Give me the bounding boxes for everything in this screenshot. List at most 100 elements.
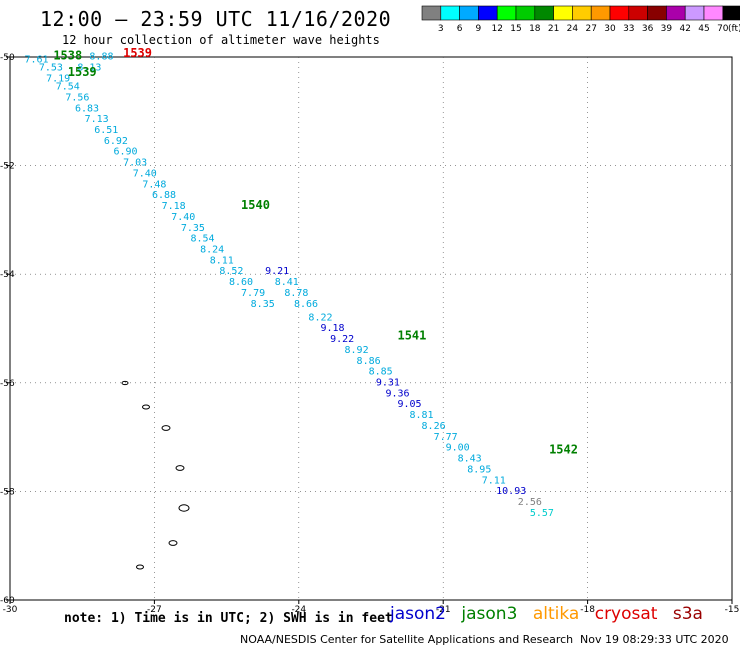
- lon-tick-label: -18: [580, 605, 595, 615]
- swh-value-label: 8.41: [275, 277, 299, 288]
- swh-value-label: 9.05: [397, 399, 421, 410]
- colorbar-swatch: [515, 5, 536, 21]
- track-time-label: 1539: [123, 46, 152, 60]
- swh-value-label: 9.36: [385, 388, 409, 399]
- colorbar-tick-label: 33: [623, 24, 634, 34]
- colorbar-tick-label: 39: [661, 24, 673, 34]
- colorbar-swatch: [628, 5, 648, 21]
- swh-value-label: 9.31: [376, 378, 400, 389]
- island-outline: [161, 425, 171, 431]
- swh-value-label: 7.61: [24, 54, 48, 65]
- swh-value-label: 6.83: [75, 103, 99, 114]
- swh-value-label: 2.56: [518, 497, 542, 508]
- swh-value-label: 8.60: [229, 277, 253, 288]
- swh-value-label: 7.53: [39, 63, 63, 74]
- lat-tick-label: -52: [0, 162, 15, 172]
- colorbar-swatch: [496, 5, 517, 21]
- colorbar-swatch: [666, 5, 686, 21]
- track-time-label: 1539: [68, 65, 97, 79]
- track-time-label: 1540: [241, 198, 270, 212]
- island-outline: [142, 404, 150, 410]
- footer-timestamp: Nov 19 08:29:33 UTC 2020: [580, 633, 729, 646]
- colorbar-tick-label: 30: [604, 24, 616, 34]
- lon-tick-label: -15: [725, 605, 740, 615]
- colorbar-tick-label: 9: [476, 24, 482, 34]
- sat-s3a: s3a: [672, 604, 703, 624]
- swh-labels: 7.617.537.197.547.566.837.136.516.926.90…: [24, 52, 553, 519]
- lon-tick-label: -30: [3, 605, 18, 615]
- colorbar-swatch: [421, 5, 442, 21]
- swh-value-label: 8.13: [77, 63, 101, 74]
- swh-value-label: 8.54: [191, 234, 215, 245]
- swh-value-label: 6.92: [104, 136, 128, 147]
- colorbar-tick-label: 27: [585, 24, 596, 34]
- swh-value-label: 8.85: [369, 367, 393, 378]
- map-border: [9, 56, 733, 601]
- colorbar-swatch: [459, 5, 479, 21]
- swh-value-label: 9.21: [265, 266, 289, 277]
- colorbar-tick-label: 15: [510, 24, 521, 34]
- colorbar-swatch: [553, 5, 573, 21]
- track-time-label: 1542: [549, 442, 578, 456]
- swh-value-label: 6.88: [152, 190, 176, 201]
- lat-tick-label: -56: [0, 379, 15, 389]
- sat-jason2: jason2: [390, 604, 446, 624]
- swh-value-label: 9.00: [446, 443, 470, 454]
- footer-note: note: 1) Time is in UTC; 2) SWH is in fe…: [64, 611, 393, 626]
- lon-tick-label: -27: [147, 605, 162, 615]
- swh-value-label: 7.40: [171, 212, 195, 223]
- swh-value-label: 8.35: [251, 299, 275, 310]
- swh-value-label: 7.54: [56, 82, 80, 93]
- colorbar-tick-label: 45: [698, 24, 709, 34]
- footer-credit: NOAA/NESDIS Center for Satellite Applica…: [240, 633, 574, 646]
- colorbar-tick-label: 18: [529, 24, 541, 34]
- swh-value-label: 7.79: [241, 288, 265, 299]
- colorbar-tick-label: 21: [548, 24, 559, 34]
- swh-value-label: 8.81: [410, 410, 434, 421]
- swh-value-label: 7.19: [46, 73, 70, 84]
- colorbar-swatch: [590, 5, 611, 21]
- track-time-label: 1538: [53, 49, 82, 63]
- sat-jason3: jason3: [461, 604, 518, 624]
- axis-ticks: -30 -27 -24 -21 -18 -15 -50 -52 -54 -56 -58 -60: [0, 53, 739, 615]
- colorbar-swatch: [647, 5, 667, 21]
- colorbar-swatch: [684, 5, 705, 21]
- colorbar-tick-label: 24: [567, 24, 579, 34]
- swh-value-label: 6.51: [94, 125, 118, 136]
- track-time-labels: 1538 1539 1539 1540 1541 1542: [53, 46, 578, 456]
- island-outline: [168, 540, 178, 546]
- map-subtitle: 12 hour collection of altimeter wave hei…: [62, 33, 380, 47]
- swh-value-label: 8.92: [345, 345, 369, 356]
- colorbar-swatch: [609, 5, 630, 21]
- track-time-label: 1541: [397, 328, 426, 342]
- swh-value-label: 7.35: [181, 223, 205, 234]
- island-outline: [136, 564, 144, 570]
- swh-value-label: 7.48: [142, 179, 166, 190]
- swh-value-label: 7.18: [162, 201, 186, 212]
- colorbar-swatch: [440, 5, 460, 21]
- swh-value-label: 8.66: [294, 299, 318, 310]
- swh-value-label: 7.13: [85, 114, 109, 125]
- satellite-legend: jason2 jason3 altika cryosat s3a: [390, 604, 713, 624]
- swh-value-label: 8.86: [357, 356, 381, 367]
- swh-value-label: 8.11: [210, 255, 234, 266]
- swh-value-label: 7.40: [133, 168, 157, 179]
- colorbar-swatch: [534, 5, 554, 21]
- lat-tick-label: -50: [0, 53, 15, 63]
- swh-value-label: 9.22: [330, 334, 354, 345]
- grid-lines: [10, 57, 732, 600]
- swh-value-label: 8.52: [219, 266, 243, 277]
- colorbar-swatch: [478, 5, 498, 21]
- colorbar-swatch: [722, 5, 740, 21]
- colorbar-swatch: [572, 5, 592, 21]
- map-title: 12:00 – 23:59 UTC 11/16/2020: [40, 7, 392, 31]
- swh-value-label: 5.57: [530, 508, 554, 519]
- island-outline: [121, 380, 129, 386]
- lat-tick-label: -60: [0, 596, 15, 606]
- swh-value-label: 7.03: [123, 158, 147, 169]
- swh-value-label: 8.78: [284, 288, 308, 299]
- colorbar-tick-label: 12: [491, 24, 502, 34]
- islands: [121, 380, 190, 570]
